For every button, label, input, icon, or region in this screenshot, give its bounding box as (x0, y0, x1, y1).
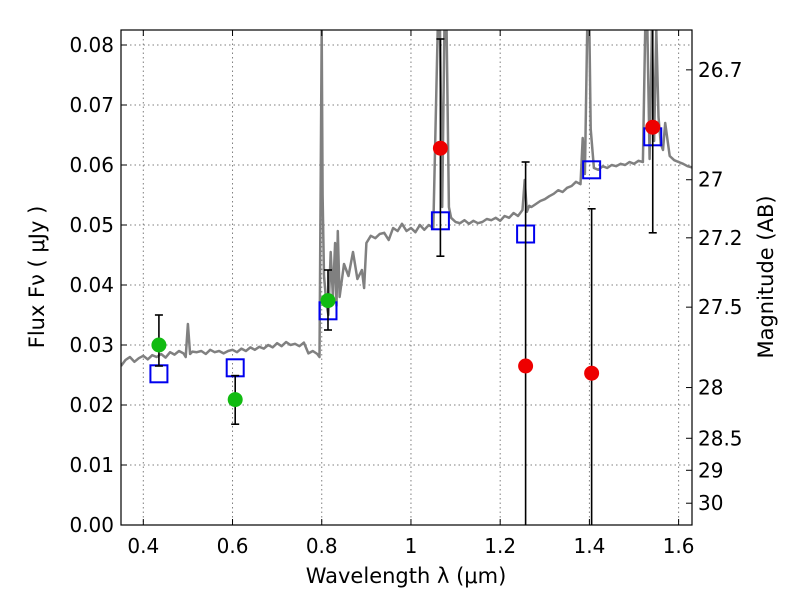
ground-point (320, 293, 336, 309)
y-tick-label: 0.04 (69, 273, 114, 297)
plot-frame (120, 29, 693, 526)
x-tick-label: 0.4 (127, 534, 159, 558)
x-tick-label: 0.6 (217, 534, 249, 558)
right-tick-label: 27 (698, 168, 723, 192)
infrared-point (584, 365, 600, 381)
axis-ticks: 0.4 0.6 0.8 1 1.2 1.4 1.6 0.00 0.01 0.02 0.03 0.04 0… (69, 30, 743, 558)
x-tick-label: 1 (405, 534, 418, 558)
plot-area (121, 30, 692, 525)
right-tick-label: 26.7 (698, 58, 743, 82)
x-tick-label: 1.2 (484, 534, 516, 558)
right-tick-label: 30 (698, 491, 723, 515)
y-tick-label: 0.00 (69, 513, 114, 537)
x-tick-label: 1.6 (663, 534, 695, 558)
x-tick-label: 0.8 (306, 534, 338, 558)
y-tick-label: 0.07 (69, 93, 114, 117)
y-tick-label: 0.01 (69, 453, 114, 477)
right-tick-label: 28 (698, 376, 723, 400)
x-tick-label: 1.4 (573, 534, 605, 558)
y-tick-label: 0.08 (69, 33, 114, 57)
infrared-point (518, 358, 534, 374)
ground-point (151, 337, 167, 353)
x-axis-title: Wavelength λ (μm) (306, 564, 507, 588)
right-tick-label: 27.5 (698, 295, 743, 319)
ground-point (227, 392, 243, 408)
y-tick-label: 0.05 (69, 213, 114, 237)
right-tick-label: 29 (698, 458, 723, 482)
right-tick-label: 27.2 (698, 226, 743, 250)
grid (121, 30, 692, 526)
y-axis-title: Flux Fν ( μJy ) (25, 206, 49, 349)
right-tick-label: 28.5 (698, 426, 743, 450)
spectrum-line (121, 30, 692, 367)
y-tick-label: 0.06 (69, 153, 114, 177)
model-photometry-square (582, 160, 602, 180)
y-tick-label: 0.03 (69, 333, 114, 357)
infrared-point (432, 140, 448, 156)
infrared-point (645, 119, 661, 135)
y-tick-label: 0.02 (69, 393, 114, 417)
right-axis-title: Magnitude (AB) (754, 195, 778, 358)
